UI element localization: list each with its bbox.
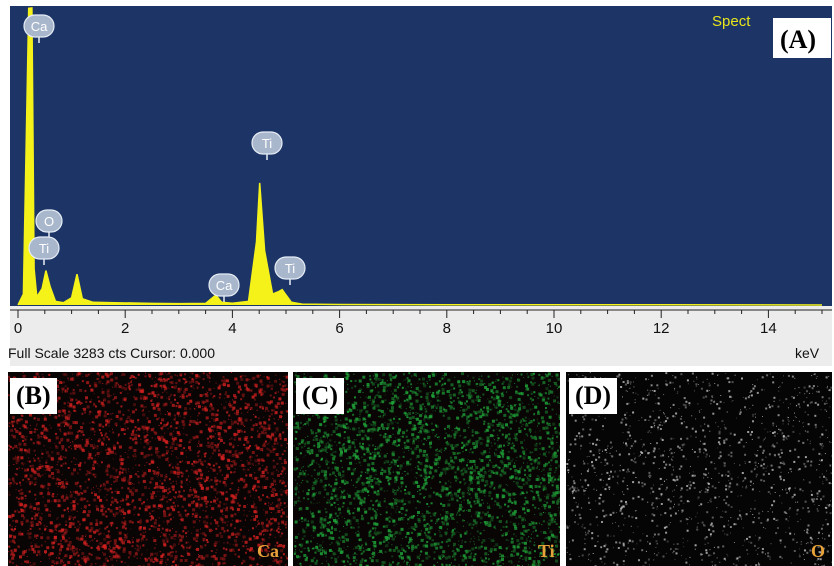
x-tick-label: 10 [546, 320, 563, 337]
x-tick-label: 6 [335, 320, 343, 337]
panel-b-label: (B) [16, 381, 51, 410]
panel-d-label: (D) [575, 381, 612, 410]
svg-text:Ti: Ti [285, 261, 295, 276]
svg-text:O: O [44, 214, 54, 229]
panel-c-label-box: (C) [296, 378, 345, 414]
panel-a-label-box [773, 18, 831, 58]
map-ti-element-label: Ti [538, 541, 555, 561]
map-o-element-label: O [811, 541, 826, 561]
svg-text:Ca: Ca [216, 278, 233, 293]
svg-text:Ti: Ti [39, 241, 49, 256]
x-tick-label: 4 [228, 320, 236, 337]
x-tick-label: 0 [14, 320, 22, 337]
peak-label-ti: Ti [251, 131, 283, 160]
svg-text:Ti: Ti [262, 136, 272, 151]
peak-label-ti: Ti [274, 256, 306, 285]
panel-a-label: (A) [780, 25, 816, 54]
spectrum-header: Spect [712, 13, 751, 30]
svg-text:Ca: Ca [31, 19, 48, 34]
x-tick-label: 12 [653, 320, 670, 337]
spectrum-chart: Ca O Ti Ti Ca Ti 0 2 4 6 8 10 12 14 Spect (A) Full S… [8, 6, 832, 366]
map-ca-element-label: Ca [257, 541, 279, 561]
x-tick-label: 2 [121, 320, 129, 337]
x-tick-label: 8 [443, 320, 451, 337]
x-tick-label: 14 [760, 320, 777, 337]
x-axis-unit: keV [795, 345, 820, 361]
peak-label-o: O [35, 209, 63, 238]
map-ca [8, 372, 288, 566]
panel-c-label: (C) [302, 381, 339, 410]
peak-label-ti: Ti [28, 236, 60, 265]
spectrum-footer: Full Scale 3283 cts Cursor: 0.000 [8, 345, 215, 361]
spectrum-line [17, 7, 823, 306]
panel-b-label-box: (B) [10, 378, 57, 414]
panel-d-label-box: (D) [569, 378, 618, 414]
peak-label-ca: Ca [208, 273, 240, 302]
plot-area [10, 6, 832, 306]
x-axis-strip [10, 306, 832, 366]
peak-label-ca: Ca [23, 14, 55, 43]
